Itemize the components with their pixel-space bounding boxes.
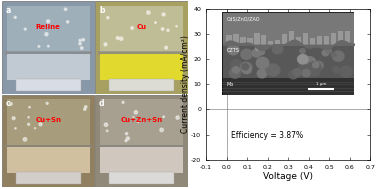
Circle shape — [155, 22, 156, 23]
Circle shape — [125, 132, 128, 135]
Bar — [100, 147, 183, 173]
Circle shape — [79, 39, 81, 42]
Text: d: d — [99, 99, 104, 108]
Bar — [100, 99, 183, 146]
Circle shape — [104, 43, 107, 46]
Circle shape — [28, 123, 29, 125]
Bar — [16, 172, 81, 184]
Bar — [100, 54, 183, 80]
Circle shape — [134, 111, 138, 114]
Circle shape — [107, 16, 109, 19]
Circle shape — [34, 128, 36, 129]
Circle shape — [161, 28, 164, 30]
Circle shape — [85, 106, 87, 108]
Text: b: b — [99, 5, 104, 15]
Circle shape — [162, 13, 165, 16]
Circle shape — [46, 20, 50, 23]
Circle shape — [15, 128, 16, 129]
Circle shape — [104, 123, 108, 126]
Circle shape — [84, 108, 86, 110]
Circle shape — [167, 29, 169, 32]
X-axis label: Voltage (V): Voltage (V) — [263, 172, 313, 181]
Bar — [6, 54, 90, 80]
Circle shape — [125, 140, 127, 142]
Circle shape — [38, 46, 40, 47]
Bar — [6, 99, 90, 146]
Text: Reline: Reline — [36, 24, 60, 30]
Circle shape — [79, 43, 81, 45]
Circle shape — [81, 47, 83, 49]
Bar — [5, 51, 92, 55]
Circle shape — [160, 128, 163, 132]
Bar — [6, 147, 90, 173]
Circle shape — [9, 102, 12, 105]
Bar — [100, 5, 183, 52]
Circle shape — [46, 102, 48, 104]
Circle shape — [24, 28, 26, 30]
Circle shape — [116, 36, 119, 40]
Circle shape — [23, 138, 27, 141]
Circle shape — [28, 117, 29, 118]
Circle shape — [163, 116, 164, 118]
Bar — [5, 145, 92, 148]
Circle shape — [14, 16, 16, 18]
Text: Cu+Zn+Sn: Cu+Zn+Sn — [121, 117, 163, 123]
Bar — [98, 51, 185, 55]
Y-axis label: Current density (mA/cm²): Current density (mA/cm²) — [181, 35, 190, 133]
Text: a: a — [6, 5, 11, 15]
Circle shape — [126, 137, 129, 140]
Bar — [109, 172, 174, 184]
Circle shape — [12, 117, 15, 120]
Text: c: c — [6, 99, 10, 108]
Text: Cu+Sn: Cu+Sn — [35, 117, 61, 123]
Circle shape — [165, 46, 167, 49]
Circle shape — [131, 27, 133, 29]
Circle shape — [119, 37, 123, 40]
Circle shape — [67, 21, 69, 23]
Circle shape — [106, 130, 108, 132]
Circle shape — [29, 106, 30, 108]
Text: Efficiency = 3.87%: Efficiency = 3.87% — [231, 131, 303, 140]
Circle shape — [82, 39, 84, 41]
Bar — [16, 79, 81, 91]
Circle shape — [64, 8, 67, 10]
Circle shape — [122, 101, 124, 103]
Bar — [98, 145, 185, 148]
Circle shape — [147, 11, 150, 14]
Circle shape — [133, 117, 134, 118]
Circle shape — [45, 33, 48, 36]
Circle shape — [48, 45, 49, 47]
Circle shape — [138, 121, 139, 122]
Circle shape — [176, 116, 179, 119]
Circle shape — [176, 26, 177, 27]
Circle shape — [39, 123, 42, 126]
Bar — [109, 79, 174, 91]
Text: Cu: Cu — [136, 24, 147, 30]
Bar — [6, 5, 90, 52]
